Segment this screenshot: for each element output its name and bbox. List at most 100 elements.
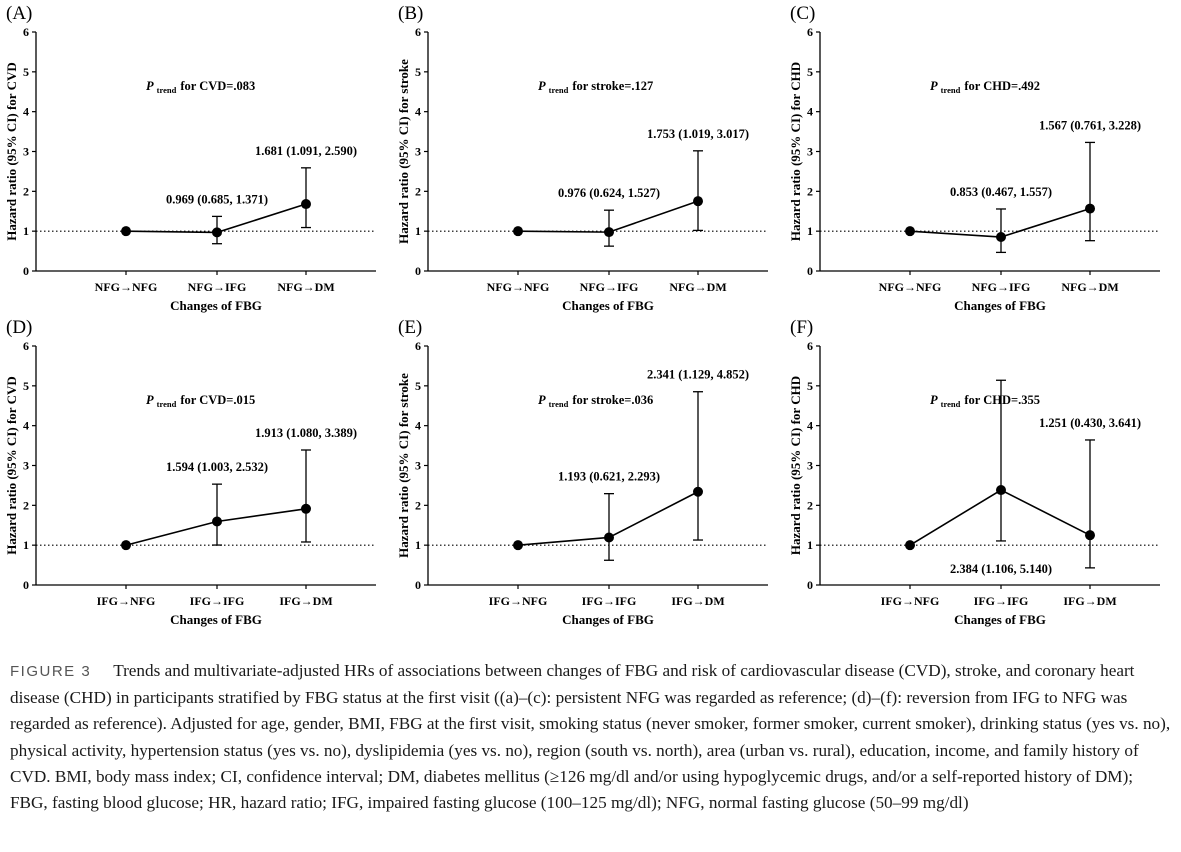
p-trend-symbol: P bbox=[538, 79, 546, 93]
x-tick-label: NFG→IFG bbox=[580, 280, 639, 294]
figure-caption: FIGURE 3 Trends and multivariate-adjusted… bbox=[10, 658, 1174, 816]
y-axis-title: Hazard ratio (95% CI) for CVD bbox=[4, 62, 19, 240]
y-tick-label: 6 bbox=[415, 339, 421, 353]
x-tick-label: NFG→DM bbox=[669, 280, 726, 294]
x-axis-title: Changes of FBG bbox=[562, 612, 654, 627]
error-bar bbox=[693, 391, 703, 541]
chart-panel: (E) 0 1 2 3 4 5 6 IFG→NFG IFG→IFG IFG→DM Changes of… bbox=[396, 317, 768, 627]
y-axis-title: Hazard ratio (95% CI) for CVD bbox=[4, 376, 19, 554]
y-axis-title: Hazard ratio (95% CI) for CHD bbox=[788, 62, 803, 241]
figure-label: FIGURE 3 bbox=[10, 663, 92, 680]
p-trend-subscript: trend bbox=[157, 85, 177, 95]
y-tick-label: 1 bbox=[415, 538, 421, 552]
p-trend-text: for CHD=.492 bbox=[964, 79, 1040, 93]
data-point bbox=[301, 503, 311, 514]
x-tick-label: NFG→IFG bbox=[188, 280, 247, 294]
x-axis-title: Changes of FBG bbox=[562, 298, 654, 313]
chart-panel: (A) 0 1 2 3 4 5 6 NFG→NFG NFG→IFG NFG→DM Changes of… bbox=[4, 3, 376, 313]
x-tick-label: IFG→IFG bbox=[974, 594, 1029, 608]
y-tick-label: 1 bbox=[807, 224, 813, 238]
x-tick-label: IFG→IFG bbox=[190, 594, 245, 608]
x-tick-label: NFG→DM bbox=[277, 280, 334, 294]
data-point bbox=[212, 516, 222, 527]
error-bar bbox=[604, 493, 614, 561]
p-trend-subscript: trend bbox=[549, 399, 569, 409]
error-bar bbox=[996, 208, 1006, 254]
p-trend-text: for CHD=.355 bbox=[964, 393, 1040, 407]
y-tick-label: 2 bbox=[415, 498, 421, 512]
y-tick-label: 5 bbox=[415, 379, 421, 393]
x-tick-label: IFG→NFG bbox=[489, 594, 548, 608]
caption-text: Trends and multivariate-adjusted HRs of … bbox=[10, 661, 1171, 813]
data-point bbox=[905, 540, 915, 551]
y-tick-label: 4 bbox=[23, 419, 29, 433]
data-point bbox=[301, 199, 311, 210]
x-tick-label: NFG→NFG bbox=[95, 280, 158, 294]
y-tick-label: 6 bbox=[23, 25, 29, 39]
x-tick-label: NFG→NFG bbox=[487, 280, 550, 294]
y-axis-title: Hazard ratio (95% CI) for stroke bbox=[396, 59, 411, 244]
data-point bbox=[513, 226, 523, 237]
y-axis-title: Hazard ratio (95% CI) for CHD bbox=[788, 376, 803, 555]
series-line bbox=[125, 508, 307, 546]
y-tick-label: 2 bbox=[807, 184, 813, 198]
x-tick-label: IFG→DM bbox=[279, 594, 332, 608]
panel-label: (C) bbox=[790, 3, 815, 24]
p-trend-symbol: P bbox=[538, 393, 546, 407]
y-tick-label: 2 bbox=[23, 184, 29, 198]
y-tick-label: 3 bbox=[807, 145, 813, 159]
data-point bbox=[604, 227, 614, 238]
p-trend-subscript: trend bbox=[157, 399, 177, 409]
y-tick-label: 4 bbox=[807, 419, 813, 433]
data-point bbox=[905, 226, 915, 237]
y-tick-label: 3 bbox=[23, 145, 29, 159]
y-tick-label: 5 bbox=[23, 379, 29, 393]
y-tick-label: 1 bbox=[415, 224, 421, 238]
y-tick-label: 1 bbox=[23, 538, 29, 552]
data-point bbox=[693, 486, 703, 497]
data-point bbox=[513, 540, 523, 551]
p-trend-subscript: trend bbox=[941, 399, 961, 409]
y-tick-label: 5 bbox=[807, 65, 813, 79]
y-tick-label: 2 bbox=[807, 498, 813, 512]
p-trend-text: for stroke=.036 bbox=[572, 393, 653, 407]
y-tick-label: 2 bbox=[415, 184, 421, 198]
y-tick-label: 6 bbox=[807, 25, 813, 39]
p-trend-text: for CVD=.083 bbox=[180, 79, 255, 93]
data-label: 1.753 (1.019, 3.017) bbox=[647, 127, 749, 141]
p-trend-symbol: P bbox=[146, 393, 154, 407]
panel-label: (F) bbox=[790, 317, 813, 338]
data-label: 0.976 (0.624, 1.527) bbox=[558, 186, 660, 200]
y-tick-label: 6 bbox=[807, 339, 813, 353]
y-tick-label: 0 bbox=[415, 578, 421, 592]
y-tick-label: 3 bbox=[23, 459, 29, 473]
x-tick-label: IFG→NFG bbox=[881, 594, 940, 608]
x-tick-label: IFG→DM bbox=[671, 594, 724, 608]
error-bar bbox=[996, 379, 1006, 542]
data-label: 1.193 (0.621, 2.293) bbox=[558, 470, 660, 484]
p-trend-subscript: trend bbox=[941, 85, 961, 95]
data-label: 0.969 (0.685, 1.371) bbox=[166, 192, 268, 206]
y-tick-label: 4 bbox=[415, 419, 421, 433]
figure-panels: (A) 0 1 2 3 4 5 6 NFG→NFG NFG→IFG NFG→DM Changes of… bbox=[4, 3, 1160, 627]
data-label: 2.384 (1.106, 5.140) bbox=[950, 562, 1052, 576]
data-point bbox=[1085, 530, 1095, 541]
chart-panel: (F) 0 1 2 3 4 5 6 IFG→NFG IFG→IFG IFG→DM Changes of… bbox=[788, 317, 1160, 627]
panel-label: (A) bbox=[6, 3, 32, 24]
data-label: 1.567 (0.761, 3.228) bbox=[1039, 118, 1141, 132]
chart-panel: (C) 0 1 2 3 4 5 6 NFG→NFG NFG→IFG NFG→DM Changes of… bbox=[788, 3, 1160, 313]
data-label: 1.594 (1.003, 2.532) bbox=[166, 460, 268, 474]
data-point bbox=[604, 532, 614, 543]
x-tick-label: NFG→NFG bbox=[879, 280, 942, 294]
y-tick-label: 6 bbox=[415, 25, 421, 39]
y-tick-label: 5 bbox=[23, 65, 29, 79]
y-tick-label: 0 bbox=[23, 578, 29, 592]
y-tick-label: 4 bbox=[807, 105, 813, 119]
data-label: 1.913 (1.080, 3.389) bbox=[255, 426, 357, 440]
error-bar bbox=[212, 483, 222, 546]
panel-label: (D) bbox=[6, 317, 32, 338]
